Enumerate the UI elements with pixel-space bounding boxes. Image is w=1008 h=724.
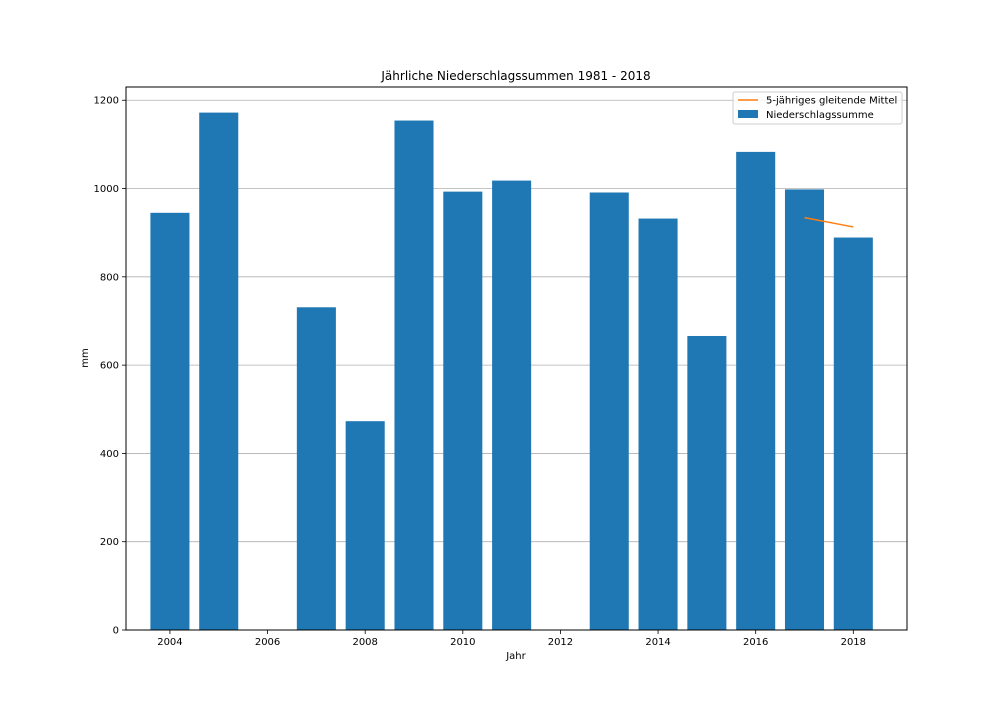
moving-average-line	[804, 216, 854, 228]
bar-2005	[199, 112, 239, 631]
bar-layer	[150, 112, 873, 631]
x-axis-label: Jahr	[505, 651, 526, 662]
bar-2013	[589, 192, 629, 630]
y-axis-label: mm	[80, 348, 91, 367]
bar-2017	[784, 189, 825, 631]
legend-label-moving-average: 5-jähriges gleitende Mittel	[766, 96, 897, 107]
chart-title: Jährliche Niederschlagssummen 1981 - 201…	[380, 69, 650, 83]
x-tick-label: 2014	[645, 637, 670, 648]
plot-frame	[125, 86, 908, 631]
bar-2018	[833, 237, 873, 631]
legend-bar-swatch	[738, 110, 758, 118]
y-axis-ticks: 0 200 400 600 800 1000 1200	[94, 96, 126, 637]
y-tick-label: 1000	[94, 184, 119, 195]
legend: 5-jähriges gleitende Mittel Niederschlag…	[732, 91, 903, 125]
y-tick-label: 200	[100, 537, 119, 548]
x-tick-label: 2012	[548, 637, 573, 648]
x-tick-label: 2004	[157, 637, 182, 648]
bar-2010	[443, 191, 483, 630]
bar-2008	[345, 421, 385, 630]
bar-2011	[492, 180, 532, 630]
bar-2014	[638, 218, 678, 630]
x-tick-label: 2016	[743, 637, 768, 648]
bar-2015	[687, 335, 727, 630]
x-tick-label: 2008	[352, 637, 377, 648]
y-tick-label: 800	[100, 272, 119, 283]
x-tick-label: 2010	[450, 637, 475, 648]
bar-2004	[150, 212, 190, 630]
x-axis-ticks: 2004 2006 2008 2010 2012 2014 2016 2018	[157, 630, 866, 648]
y-tick-label: 400	[100, 449, 119, 460]
legend-box	[732, 91, 903, 125]
line-layer	[804, 216, 854, 228]
x-tick-label: 2006	[255, 637, 280, 648]
bar-2016	[736, 151, 776, 630]
legend-label-precipitation: Niederschlagssumme	[766, 110, 874, 121]
y-tick-label: 600	[100, 361, 119, 372]
x-tick-label: 2018	[841, 637, 866, 648]
bar-2009	[394, 120, 434, 631]
bar-2007	[296, 307, 336, 630]
y-tick-label: 0	[113, 626, 119, 637]
y-tick-label: 1200	[94, 96, 119, 107]
